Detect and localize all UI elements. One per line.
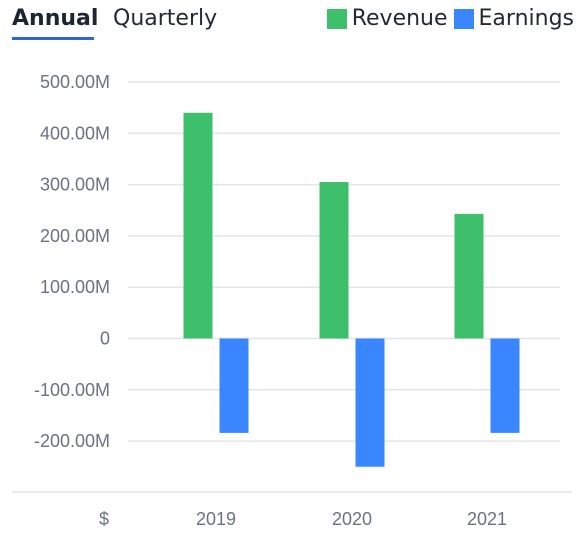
tab-quarterly[interactable]: Quarterly — [113, 6, 218, 31]
y-tick-label: -100.00M — [34, 380, 110, 400]
active-tab-underline — [12, 37, 94, 40]
bar-revenue-2019 — [183, 112, 213, 339]
bar-revenue-2021 — [454, 213, 484, 339]
x-tick-label: 2020 — [332, 509, 372, 529]
y-tick-label: 400.00M — [40, 123, 110, 143]
legend-item-revenue[interactable]: Revenue — [326, 6, 448, 31]
y-tick-label: 100.00M — [40, 277, 110, 297]
bar-revenue-2020 — [319, 182, 349, 339]
x-tick-label: 2021 — [467, 509, 507, 529]
y-tick-label: 200.00M — [40, 226, 110, 246]
legend-swatch-earnings — [453, 8, 474, 29]
legend-item-earnings[interactable]: Earnings — [453, 6, 574, 31]
bar-earnings-2021 — [490, 338, 520, 433]
tab-annual[interactable]: Annual — [12, 6, 99, 31]
y-tick-label: 500.00M — [40, 72, 110, 92]
bar-earnings-2020 — [355, 338, 385, 467]
legend-swatch-revenue — [326, 8, 347, 29]
y-tick-label: -200.00M — [34, 431, 110, 451]
legend-label-revenue: Revenue — [351, 6, 448, 31]
bar-earnings-2019 — [219, 338, 249, 433]
currency-label: $ — [99, 509, 109, 529]
chart-legend: Revenue Earnings — [321, 6, 574, 31]
y-tick-label: 300.00M — [40, 175, 110, 195]
legend-label-earnings: Earnings — [478, 6, 574, 31]
y-tick-label: 0 — [100, 329, 110, 349]
x-tick-label: 2019 — [196, 509, 236, 529]
